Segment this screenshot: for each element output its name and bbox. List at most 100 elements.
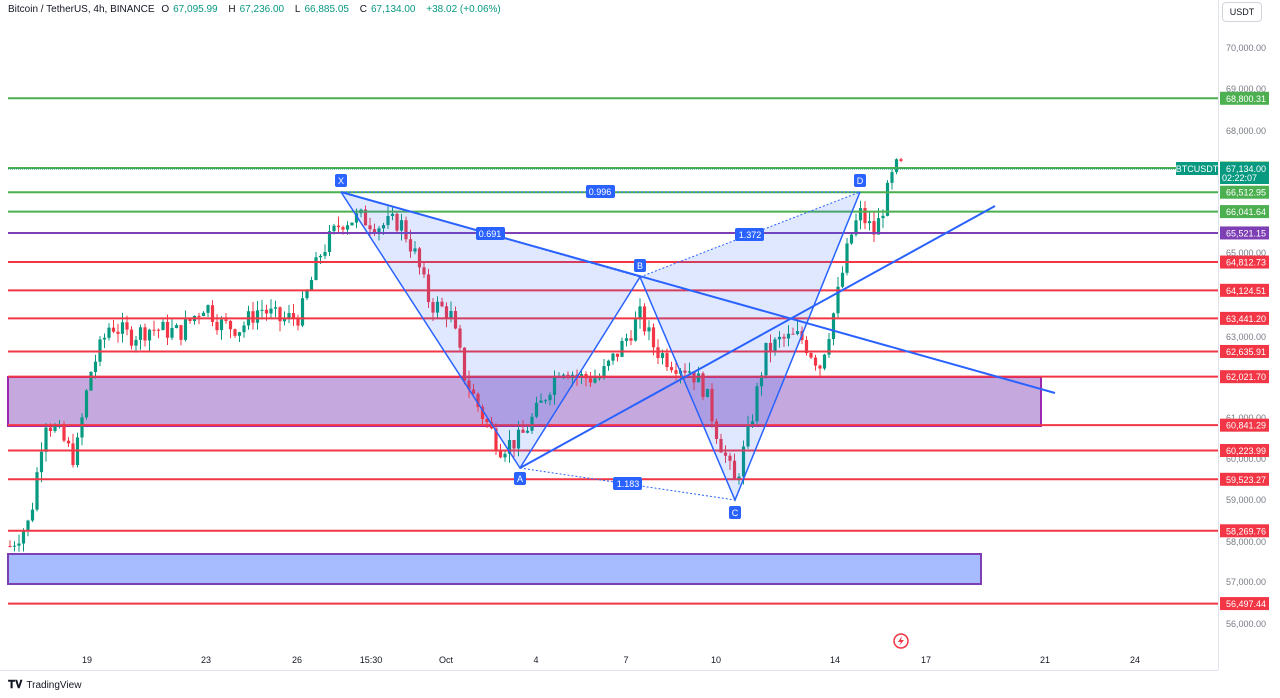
price-tick: 61,000.00: [1226, 413, 1266, 423]
candle-body: [327, 231, 332, 253]
ratio-label-xb: 0.691: [479, 229, 502, 239]
candle-body: [291, 313, 296, 319]
candle-body: [732, 460, 737, 480]
candle-body: [422, 267, 426, 275]
candle-body: [417, 248, 422, 268]
candle-body: [251, 311, 255, 323]
level-tag-bg: [1220, 418, 1269, 432]
candle-body: [809, 353, 813, 358]
candle-body: [507, 439, 512, 454]
candle-countdown: 02:22:07: [1222, 173, 1257, 183]
candle-body: [822, 354, 827, 369]
candle-body: [714, 421, 719, 439]
candle-body: [116, 331, 120, 334]
candle-body: [30, 509, 35, 521]
candle-body: [786, 333, 791, 339]
price-tick: 69,000.00: [1226, 84, 1266, 94]
symbol-tag: BTCUSDT: [1176, 164, 1219, 174]
time-tick: 4: [533, 655, 538, 665]
ratio-label-ac: 1.183: [617, 479, 640, 489]
level-tag-bg: [1220, 91, 1269, 105]
candle-body: [314, 257, 318, 280]
candle-body: [44, 427, 48, 452]
candle-body: [480, 406, 485, 419]
candle-body: [147, 329, 152, 341]
tradingview-brand[interactable]: 𝐓𝐕 TradingView: [8, 679, 81, 692]
level-tag-bg: [1220, 370, 1269, 384]
candle-body: [696, 373, 701, 383]
price-axis[interactable]: 70,000.00 69,000.00 68,000.00 65,000.00 …: [1226, 43, 1266, 629]
candle-body: [233, 329, 237, 336]
candle-body: [602, 366, 606, 378]
close-value: 67,134.00: [370, 4, 416, 15]
symbol-header: Bitcoin / TetherUS, 4h, BINANCE O 67,095.…: [8, 4, 501, 15]
candle-body: [579, 374, 584, 377]
candle-body: [129, 329, 134, 346]
candle-body: [458, 328, 462, 348]
candle-body: [170, 328, 174, 338]
candle-body: [615, 353, 620, 357]
candle-body: [759, 375, 764, 387]
candle-body: [80, 417, 84, 438]
candle-body: [368, 225, 372, 230]
brand-label: TradingView: [26, 680, 82, 691]
point-label-b: B: [637, 261, 643, 271]
candle-body: [435, 301, 440, 313]
candle-body: [498, 450, 503, 458]
demand-zone-blue[interactable]: [7, 553, 982, 585]
candle-body: [156, 329, 161, 331]
ratio-label-bd: 1.372: [739, 230, 762, 240]
candle-body: [224, 319, 228, 321]
candle-body: [746, 424, 750, 447]
candle-body: [210, 305, 215, 322]
point-label-x: X: [338, 176, 344, 186]
time-axis-border: [0, 670, 1218, 671]
candle-body: [818, 365, 822, 369]
candle-body: [521, 429, 525, 433]
candle-body: [543, 400, 548, 402]
candle-body: [755, 386, 759, 422]
high-value: 67,236.00: [239, 4, 285, 15]
last-price-tag: BTCUSDT 67,134.00 02:22:07: [1176, 162, 1269, 184]
currency-button[interactable]: USDT: [1222, 2, 1262, 22]
candle-body: [773, 339, 777, 353]
candle-body: [404, 220, 408, 240]
level-tag-label: 59,523.27: [1226, 475, 1266, 485]
candle-body: [431, 302, 435, 313]
candle-body: [390, 213, 395, 217]
candle-body: [782, 336, 786, 339]
candle-body: [215, 321, 219, 331]
time-axis[interactable]: 19 23 26 15:30 Oct 4 7 10 14 17 21 24: [82, 655, 1140, 665]
candle-body: [710, 388, 714, 422]
candle-body: [377, 228, 381, 234]
candle-body: [300, 298, 305, 326]
harmonic-pattern[interactable]: [340, 191, 861, 502]
candle-body: [804, 340, 809, 354]
candle-body: [593, 378, 597, 383]
lightning-event-icon[interactable]: [893, 633, 909, 649]
candle-body: [705, 388, 710, 398]
ascending-trendline[interactable]: [519, 205, 996, 469]
symbol-name[interactable]: Bitcoin / TetherUS, 4h, BINANCE: [8, 4, 155, 15]
time-tick: 26: [292, 655, 302, 665]
change-value: +38.02 (+0.06%): [426, 4, 501, 15]
candle-body: [660, 353, 665, 359]
candle-body: [120, 322, 125, 334]
candle-body: [287, 313, 291, 319]
time-tick: 10: [711, 655, 721, 665]
candle-body: [125, 322, 129, 330]
time-tick: Oct: [439, 655, 454, 665]
candle-body: [723, 452, 728, 456]
candle-body: [885, 182, 890, 216]
candle-body: [332, 225, 336, 232]
candle-body: [66, 440, 71, 444]
candle-body: [764, 342, 768, 376]
candle-body: [161, 321, 165, 331]
candle-body: [71, 443, 75, 466]
candle-body: [336, 225, 341, 228]
descending-trendline[interactable]: [340, 191, 1056, 394]
time-tick: 17: [921, 655, 931, 665]
candle-body: [791, 333, 795, 335]
candle-body: [899, 159, 903, 161]
